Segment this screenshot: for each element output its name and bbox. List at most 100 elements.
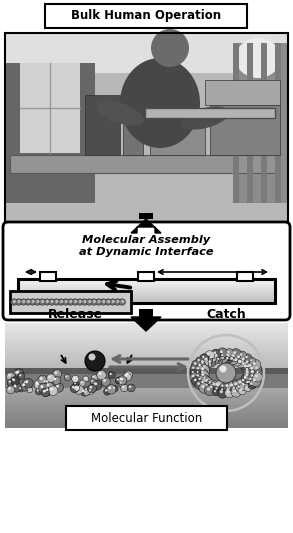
Circle shape <box>227 388 229 390</box>
Circle shape <box>84 377 86 379</box>
Circle shape <box>210 385 212 388</box>
Bar <box>145 108 275 118</box>
Circle shape <box>244 366 252 375</box>
Circle shape <box>120 378 122 381</box>
Circle shape <box>36 382 39 384</box>
Circle shape <box>209 382 211 383</box>
Circle shape <box>201 360 204 363</box>
FancyBboxPatch shape <box>3 222 290 320</box>
Circle shape <box>85 391 86 393</box>
Circle shape <box>201 367 204 370</box>
Circle shape <box>208 353 217 363</box>
Circle shape <box>250 359 252 361</box>
Circle shape <box>211 349 221 359</box>
Circle shape <box>32 300 35 303</box>
Circle shape <box>20 382 30 391</box>
Circle shape <box>220 390 223 393</box>
Circle shape <box>195 380 205 390</box>
Circle shape <box>255 367 258 369</box>
Ellipse shape <box>236 38 280 78</box>
Circle shape <box>38 375 47 384</box>
Circle shape <box>222 357 224 359</box>
Circle shape <box>64 374 71 381</box>
Circle shape <box>238 385 240 388</box>
Circle shape <box>206 384 208 386</box>
Circle shape <box>234 358 237 361</box>
Text: Bulk Human Operation: Bulk Human Operation <box>71 10 221 22</box>
Circle shape <box>74 300 77 303</box>
Circle shape <box>47 384 49 386</box>
Circle shape <box>18 386 24 392</box>
Circle shape <box>103 379 106 382</box>
Circle shape <box>91 375 98 381</box>
Circle shape <box>113 387 115 389</box>
Circle shape <box>203 377 206 379</box>
Circle shape <box>238 386 246 394</box>
Circle shape <box>192 376 201 386</box>
Circle shape <box>250 376 261 386</box>
Circle shape <box>118 376 127 385</box>
Circle shape <box>246 368 248 370</box>
Circle shape <box>23 300 25 303</box>
Circle shape <box>90 386 92 389</box>
Circle shape <box>212 389 220 396</box>
Circle shape <box>100 299 107 305</box>
Circle shape <box>81 299 88 305</box>
Circle shape <box>230 352 239 361</box>
Circle shape <box>214 351 216 354</box>
Circle shape <box>199 369 208 377</box>
Circle shape <box>249 378 251 380</box>
Circle shape <box>236 384 244 392</box>
Bar <box>205 80 280 105</box>
Circle shape <box>248 381 256 389</box>
Circle shape <box>198 364 201 366</box>
Circle shape <box>45 382 54 391</box>
Circle shape <box>248 364 258 375</box>
Circle shape <box>251 370 254 373</box>
Circle shape <box>231 349 241 359</box>
Circle shape <box>222 385 224 387</box>
Circle shape <box>227 351 229 353</box>
Circle shape <box>63 299 69 305</box>
Circle shape <box>253 373 263 382</box>
Ellipse shape <box>120 58 200 148</box>
Circle shape <box>70 384 79 393</box>
Circle shape <box>112 300 115 303</box>
Circle shape <box>236 358 246 368</box>
Circle shape <box>248 358 256 365</box>
Circle shape <box>215 356 223 364</box>
Circle shape <box>86 299 93 305</box>
Circle shape <box>219 366 226 373</box>
Text: Release: Release <box>47 308 103 321</box>
Circle shape <box>215 354 218 357</box>
Circle shape <box>96 299 102 305</box>
Bar <box>5 63 95 203</box>
Circle shape <box>240 353 242 356</box>
Circle shape <box>200 354 209 362</box>
Bar <box>233 43 239 203</box>
Circle shape <box>192 367 195 369</box>
Circle shape <box>22 383 25 386</box>
Circle shape <box>202 356 205 358</box>
Circle shape <box>84 390 89 396</box>
Circle shape <box>217 358 219 360</box>
Circle shape <box>198 358 209 368</box>
Circle shape <box>205 385 215 396</box>
Circle shape <box>42 388 50 397</box>
Circle shape <box>202 385 205 388</box>
Circle shape <box>197 359 200 361</box>
Circle shape <box>85 351 105 371</box>
Circle shape <box>224 355 233 364</box>
Circle shape <box>246 386 248 388</box>
Circle shape <box>234 382 237 385</box>
Circle shape <box>119 299 125 305</box>
Circle shape <box>255 369 262 376</box>
Circle shape <box>214 385 222 393</box>
Circle shape <box>88 353 96 360</box>
Circle shape <box>73 382 79 387</box>
Circle shape <box>244 384 251 392</box>
Circle shape <box>194 362 197 365</box>
Circle shape <box>17 370 19 373</box>
Circle shape <box>201 371 204 373</box>
Circle shape <box>56 385 59 387</box>
